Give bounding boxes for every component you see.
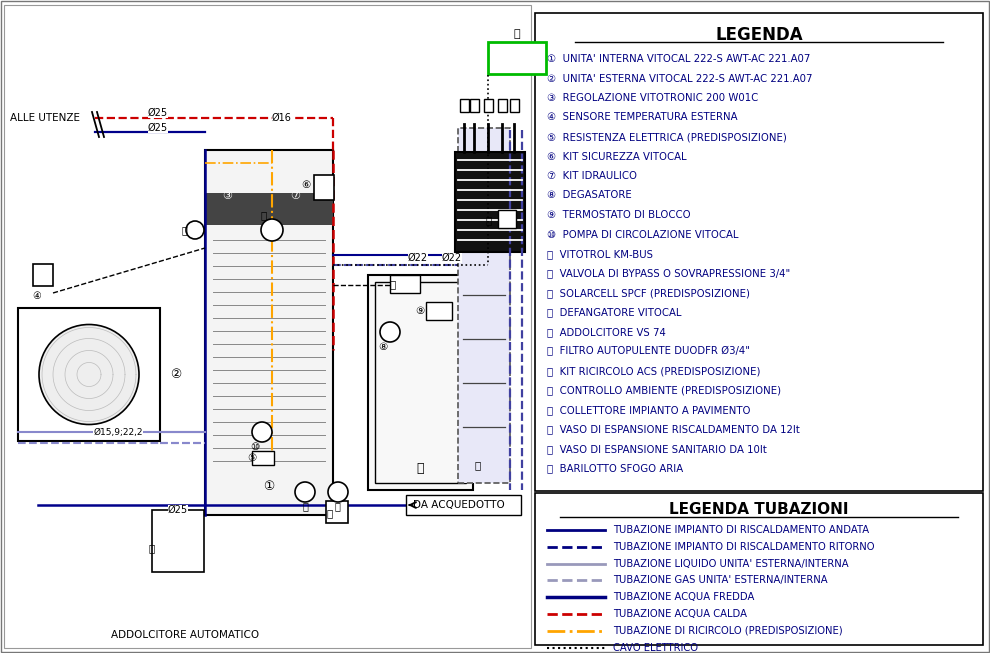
Text: ⑵  BARILOTTO SFOGO ARIA: ⑵ BARILOTTO SFOGO ARIA [547, 464, 683, 473]
Text: ⑮: ⑮ [148, 543, 155, 553]
Circle shape [328, 482, 348, 502]
Circle shape [252, 422, 272, 442]
Text: ⑰: ⑰ [261, 210, 267, 220]
Bar [205, 150, 333, 515]
Text: ⑭  DEFANGATORE VITOCAL: ⑭ DEFANGATORE VITOCAL [547, 308, 681, 317]
Text: ⑰  KIT RICIRCOLO ACS (PREDISPOSIZIONE): ⑰ KIT RICIRCOLO ACS (PREDISPOSIZIONE) [547, 366, 760, 376]
Bar [488, 42, 546, 74]
Bar [470, 99, 479, 112]
Circle shape [39, 325, 139, 424]
Text: ⑩: ⑩ [250, 442, 259, 452]
Text: TUBAZIONE DI RICIRCOLO (PREDISPOSIZIONE): TUBAZIONE DI RICIRCOLO (PREDISPOSIZIONE) [613, 626, 842, 636]
Text: TUBAZIONE ACQUA FREDDA: TUBAZIONE ACQUA FREDDA [613, 592, 754, 602]
Text: ⑱  CONTROLLO AMBIENTE (PREDISPOSIZIONE): ⑱ CONTROLLO AMBIENTE (PREDISPOSIZIONE) [547, 385, 781, 396]
Text: ⑧  DEGASATORE: ⑧ DEGASATORE [547, 191, 632, 200]
Text: ALLE UTENZE: ALLE UTENZE [10, 113, 80, 123]
Text: ⑥  KIT SICUREZZA VITOCAL: ⑥ KIT SICUREZZA VITOCAL [547, 151, 687, 161]
Bar [18, 308, 160, 441]
Bar [33, 264, 53, 286]
Text: ⑩  POMPA DI CIRCOLAZIONE VITOCAL: ⑩ POMPA DI CIRCOLAZIONE VITOCAL [547, 229, 739, 240]
Bar [326, 501, 348, 523]
Text: ⑨  TERMOSTATO DI BLOCCO: ⑨ TERMOSTATO DI BLOCCO [547, 210, 691, 220]
Text: ③  REGOLAZIONE VITOTRONIC 200 W01C: ③ REGOLAZIONE VITOTRONIC 200 W01C [547, 93, 758, 103]
Bar [390, 275, 420, 293]
Text: Ø25: Ø25 [148, 123, 168, 133]
Bar [460, 99, 469, 112]
Bar [152, 510, 204, 572]
Bar [314, 175, 334, 200]
Bar [498, 99, 507, 112]
Bar [510, 99, 519, 112]
Text: ⑱: ⑱ [514, 29, 521, 39]
Text: ⑲: ⑲ [475, 460, 481, 470]
Text: LEGENDA: LEGENDA [715, 26, 803, 44]
Text: ⑫  VALVOLA DI BYPASS O SOVRAPRESSIONE 3/4": ⑫ VALVOLA DI BYPASS O SOVRAPRESSIONE 3/4… [547, 268, 790, 278]
Text: ⑬: ⑬ [417, 462, 425, 475]
Text: ⑦  KIT IDRAULICO: ⑦ KIT IDRAULICO [547, 171, 637, 181]
Text: ⑮  ADDOLCITORE VS 74: ⑮ ADDOLCITORE VS 74 [547, 327, 666, 337]
Text: ⑥: ⑥ [301, 180, 310, 190]
Text: ⑫: ⑫ [486, 215, 492, 225]
Circle shape [261, 219, 283, 241]
Text: ⑤  RESISTENZA ELETTRICA (PREDISPOSIZIONE): ⑤ RESISTENZA ELETTRICA (PREDISPOSIZIONE) [547, 132, 787, 142]
Text: ⑯  FILTRO AUTOPULENTE DUODFR Ø3/4": ⑯ FILTRO AUTOPULENTE DUODFR Ø3/4" [547, 347, 750, 357]
Text: Ø22: Ø22 [442, 253, 462, 263]
Bar [406, 495, 521, 515]
Circle shape [295, 482, 315, 502]
Text: ㉑: ㉑ [181, 225, 187, 235]
Text: ⑭: ⑭ [302, 501, 308, 511]
Text: TUBAZIONE LIQUIDO UNITA' ESTERNA/INTERNA: TUBAZIONE LIQUIDO UNITA' ESTERNA/INTERNA [613, 558, 848, 569]
Text: ⑪  VITOTROL KM-BUS: ⑪ VITOTROL KM-BUS [547, 249, 653, 259]
Text: ⑲  COLLETTORE IMPIANTO A PAVIMENTO: ⑲ COLLETTORE IMPIANTO A PAVIMENTO [547, 405, 750, 415]
Text: TUBAZIONE GAS UNITA' ESTERNA/INTERNA: TUBAZIONE GAS UNITA' ESTERNA/INTERNA [613, 575, 828, 585]
Bar [252, 451, 274, 465]
Text: ⑯: ⑯ [327, 508, 333, 518]
Bar [535, 13, 983, 491]
Text: ④  SENSORE TEMPERATURA ESTERNA: ④ SENSORE TEMPERATURA ESTERNA [547, 112, 738, 123]
Circle shape [186, 221, 204, 239]
Text: ⑴  VASO DI ESPANSIONE SANITARIO DA 10lt: ⑴ VASO DI ESPANSIONE SANITARIO DA 10lt [547, 444, 767, 454]
Text: ⑨: ⑨ [415, 306, 424, 316]
Bar [484, 99, 493, 112]
Text: Ø25: Ø25 [168, 505, 188, 515]
Text: ③: ③ [222, 191, 232, 201]
Text: CAVO ELETTRICO: CAVO ELETTRICO [613, 643, 698, 652]
Bar [455, 152, 525, 252]
Text: Ø25: Ø25 [148, 108, 168, 118]
Circle shape [380, 322, 400, 342]
Text: ②  UNITA' ESTERNA VITOCAL 222-S AWT-AC 221.A07: ② UNITA' ESTERNA VITOCAL 222-S AWT-AC 22… [547, 74, 813, 84]
Text: ADDOLCITORE AUTOMATICO: ADDOLCITORE AUTOMATICO [111, 630, 259, 640]
Text: ⑳  VASO DI ESPANSIONE RISCALDAMENTO DA 12lt: ⑳ VASO DI ESPANSIONE RISCALDAMENTO DA 12… [547, 424, 800, 434]
Text: ①  UNITA' INTERNA VITOCAL 222-S AWT-AC 221.A07: ① UNITA' INTERNA VITOCAL 222-S AWT-AC 22… [547, 54, 811, 64]
Bar [498, 210, 516, 228]
Text: ⑧: ⑧ [378, 342, 388, 352]
Text: ①: ① [263, 481, 274, 494]
Text: ⑪: ⑪ [390, 279, 396, 289]
Bar [535, 493, 983, 645]
Bar [426, 302, 452, 320]
Text: LEGENDA TUBAZIONI: LEGENDA TUBAZIONI [669, 503, 848, 517]
Text: Ø22: Ø22 [408, 253, 428, 263]
Bar [368, 275, 473, 490]
Text: ⑳: ⑳ [334, 501, 340, 511]
Text: Ø16: Ø16 [272, 113, 292, 123]
Text: TUBAZIONE ACQUA CALDA: TUBAZIONE ACQUA CALDA [613, 609, 747, 619]
Bar [4, 5, 531, 648]
Text: ②: ② [170, 368, 181, 381]
Bar [458, 128, 510, 483]
Text: TUBAZIONE IMPIANTO DI RISCALDAMENTO RITORNO: TUBAZIONE IMPIANTO DI RISCALDAMENTO RITO… [613, 542, 874, 552]
Text: ④: ④ [33, 291, 42, 301]
Bar [205, 193, 333, 225]
Text: ⑦: ⑦ [290, 191, 300, 201]
Text: DA ACQUEDOTTO: DA ACQUEDOTTO [413, 500, 505, 510]
Text: ⑤: ⑤ [248, 453, 256, 463]
Text: TUBAZIONE IMPIANTO DI RISCALDAMENTO ANDATA: TUBAZIONE IMPIANTO DI RISCALDAMENTO ANDA… [613, 525, 869, 535]
Text: ⑬  SOLARCELL SPCF (PREDISPOSIZIONE): ⑬ SOLARCELL SPCF (PREDISPOSIZIONE) [547, 288, 750, 298]
Text: Ø15,9;22,2: Ø15,9;22,2 [93, 428, 143, 438]
Bar [375, 282, 466, 483]
